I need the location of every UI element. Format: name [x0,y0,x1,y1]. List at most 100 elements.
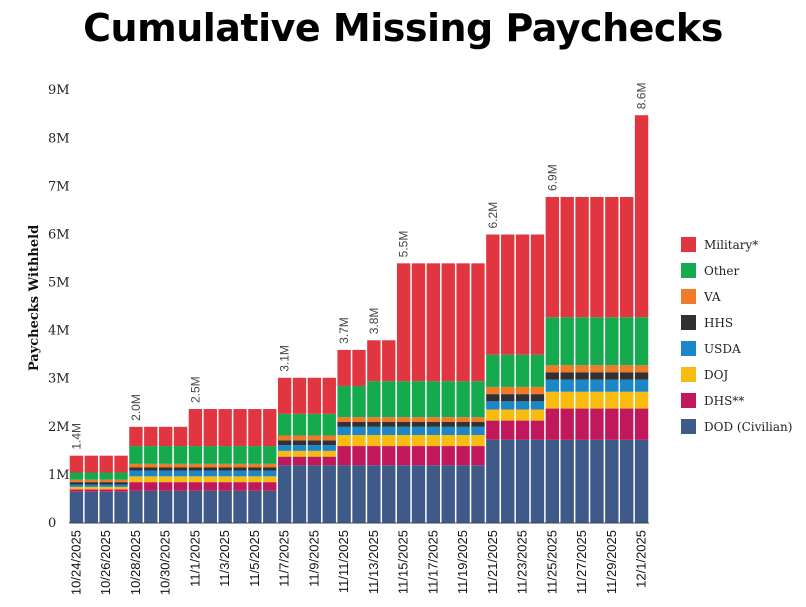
total-label: 5.5M [397,231,411,258]
bar-segment [84,482,98,485]
bar-segment [382,340,396,382]
bar-segment [129,446,143,464]
bar-segment [292,465,307,523]
x-tick-label: 11/5/2025 [247,530,262,587]
bar-segment [248,446,262,464]
bar-segment [634,115,649,318]
bar-segment [263,482,277,491]
legend-swatch [681,237,696,252]
bar-segment [530,420,545,440]
bar-segment [590,365,604,373]
bar-segment [501,234,515,355]
bar-segment [84,489,98,492]
legend-swatch [681,315,696,330]
bar-segment [188,482,203,491]
bar-segment [367,381,381,418]
bar-segment [486,394,500,402]
bar-segment [233,467,247,471]
bar-segment [382,426,396,435]
bar-segment [590,196,604,318]
bar-segment [129,463,143,468]
bar-segment [575,196,589,318]
bar-segment [114,484,128,487]
bar-segment [144,470,158,477]
chart-title: Cumulative Missing Paychecks [83,6,723,50]
bar-segment [590,372,604,380]
y-tick-label: 8M [48,131,70,146]
x-tick-label: 11/15/2025 [396,530,411,594]
total-label: 6.9M [545,164,559,191]
bar-segment [218,482,232,491]
bar-segment [188,470,203,477]
bar-segment [307,435,322,441]
bar-segment [188,409,203,447]
legend-label: Military* [704,238,758,252]
bar-segment [277,440,292,446]
bar-segment [530,439,545,523]
bar-segment [277,435,292,441]
bar-segment [263,409,277,447]
bar-segment [620,408,634,440]
x-tick-label: 11/19/2025 [455,530,470,594]
bar-segment [129,426,143,447]
bar-segment [411,426,426,435]
y-tick-label: 7M [48,179,70,194]
bar-segment [203,470,217,477]
bar-segment [144,467,158,471]
bar-segment [69,484,84,487]
bar-segment [203,467,217,471]
bar-segment [263,467,277,471]
bar-segment [173,476,188,483]
bar-segment [99,484,113,487]
bar-segment [471,446,485,466]
bar-segment [426,417,441,423]
bar-segment [352,422,366,427]
bar-segment [248,467,262,471]
bar-segment [129,467,143,471]
legend-label: VA [703,290,721,304]
bar-segment [263,463,277,468]
bar-segment [114,482,128,485]
total-label: 3.1M [278,345,292,372]
bar-segment [634,391,649,409]
bar-segment [560,372,574,380]
x-tick-label: 11/11/2025 [336,530,351,593]
bar-segment [248,482,262,491]
bar-segment [575,372,589,380]
bar-segment [471,465,485,523]
bar-segment [456,381,470,418]
bar-segment [144,490,158,523]
bar-segment [337,349,351,386]
bar-segment [382,422,396,427]
bar-segment [188,467,203,471]
bar-segment [501,394,515,402]
bar-segment [367,446,381,466]
legend-label: HHS [704,316,733,330]
bar-segment [411,435,426,447]
bar-segment [218,470,232,477]
bar-segment [307,440,322,446]
bar-segment [173,490,188,523]
bar-segment [634,408,649,440]
bar-segment [545,408,560,440]
y-tick-label: 2M [48,420,70,435]
bar-segment [84,472,98,480]
bar-segment [188,463,203,468]
bar-segment [144,482,158,491]
y-tick-label: 9M [48,83,70,98]
bar-segment [158,467,173,471]
bar-segment [322,465,336,523]
legend: Military* Other VA HHS USDA DOJ DHS** DOD (Civi… [681,237,792,434]
bar-segment [411,263,426,382]
bar-segment [188,446,203,464]
bar-segment [352,417,366,423]
bar-segment [456,426,470,435]
bar-segment [441,435,455,447]
total-label: 1.4M [69,423,83,450]
bar-segment [396,426,411,435]
bar-segment [605,365,619,373]
bar-segment [263,470,277,477]
legend-swatch [681,289,696,304]
bar-segment [441,417,455,423]
bar-segment [173,467,188,471]
